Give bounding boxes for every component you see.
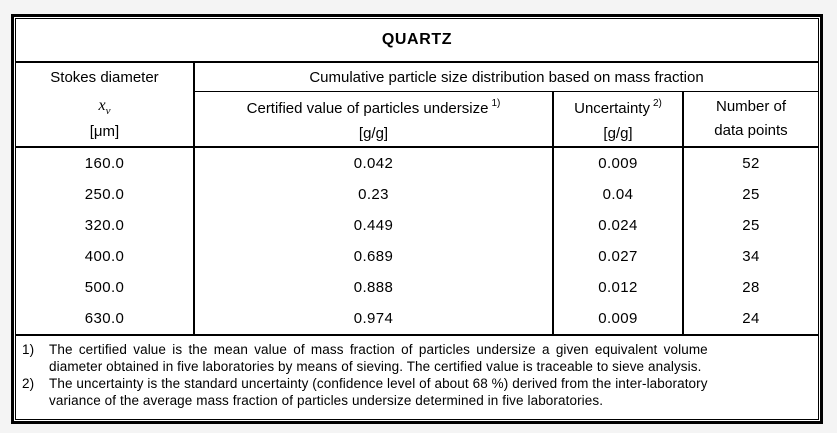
certified-value-text: Certified value of particles undersize bbox=[246, 100, 489, 117]
certified-value-header-cell: Certified value of particles undersize 1)… bbox=[195, 92, 554, 148]
uncertainty-label: Uncertainty 2) bbox=[574, 92, 662, 121]
footnote-ref-2: 2) bbox=[652, 98, 662, 109]
stokes-symbol: xv bbox=[98, 96, 111, 119]
cell-certified-value: 0.974 bbox=[195, 303, 554, 334]
cell-data-points: 52 bbox=[742, 155, 760, 172]
cell-certified-value: 0.888 bbox=[195, 272, 554, 303]
footnote-2-line-2: variance of the average mass fraction of… bbox=[49, 393, 604, 408]
cell-uncertainty: 0.024 bbox=[554, 210, 684, 241]
footnote-ref-1: 1) bbox=[491, 98, 501, 109]
cell-stokes-diameter: 250.0 bbox=[16, 179, 195, 210]
cell-data-points: 25 bbox=[742, 186, 760, 203]
stokes-diameter-header-cell: Stokes diameter xv [μm] bbox=[16, 63, 195, 148]
cell-data-points: 24 bbox=[742, 310, 760, 327]
stokes-symbol-block: xv [μm] bbox=[16, 92, 193, 146]
footnote-1-marker: 1) bbox=[22, 342, 35, 357]
cell-stokes-diameter: 320.0 bbox=[16, 210, 195, 241]
cell-uncertainty: 0.012 bbox=[554, 272, 684, 303]
cell-uncertainty: 0.04 bbox=[554, 179, 684, 210]
footnote-1: 1) The certified value is the mean value… bbox=[22, 341, 812, 375]
certified-value-unit: [g/g] bbox=[358, 125, 389, 142]
footnote-1-line-2: diameter obtained in five laboratories b… bbox=[49, 359, 702, 374]
cell-data-points: 28 bbox=[742, 279, 760, 296]
cell-certified-value: 0.449 bbox=[195, 210, 554, 241]
quartz-table-frame: QUARTZ Stokes diameter xv [μm] Cumulativ… bbox=[11, 14, 823, 424]
uncertainty-header-cell: Uncertainty 2) [g/g] bbox=[554, 92, 684, 148]
cell-uncertainty: 0.027 bbox=[554, 241, 684, 272]
cell-uncertainty: 0.009 bbox=[554, 303, 684, 334]
data-points-label-line2: data points bbox=[714, 122, 788, 139]
table-title: QUARTZ bbox=[16, 19, 818, 63]
stokes-unit: [μm] bbox=[89, 123, 120, 141]
symbol-subscript-v: v bbox=[105, 105, 111, 118]
cell-data-points: 25 bbox=[742, 217, 760, 234]
cell-certified-value: 0.23 bbox=[195, 179, 554, 210]
cell-stokes-diameter: 630.0 bbox=[16, 303, 195, 334]
uncertainty-text: Uncertainty bbox=[574, 100, 650, 117]
data-points-label-line1: Number of bbox=[715, 98, 787, 115]
cell-uncertainty: 0.009 bbox=[554, 148, 684, 179]
cell-stokes-diameter: 500.0 bbox=[16, 272, 195, 303]
footnotes-section: 1) The certified value is the mean value… bbox=[16, 334, 818, 419]
quartz-table: QUARTZ Stokes diameter xv [μm] Cumulativ… bbox=[16, 19, 818, 419]
cell-stokes-diameter: 160.0 bbox=[16, 148, 195, 179]
footnote-1-text: The certified value is the mean value of… bbox=[49, 341, 812, 375]
data-points-header-cell: Number of data points bbox=[684, 92, 818, 148]
cumulative-distribution-header: Cumulative particle size distribution ba… bbox=[195, 63, 818, 92]
quartz-table-inner-border: QUARTZ Stokes diameter xv [μm] Cumulativ… bbox=[15, 18, 819, 420]
footnote-1-line-1: The certified value is the mean value of… bbox=[49, 342, 708, 357]
cell-certified-value: 0.042 bbox=[195, 148, 554, 179]
stokes-diameter-label: Stokes diameter bbox=[50, 69, 159, 86]
cell-certified-value: 0.689 bbox=[195, 241, 554, 272]
footnote-2-text: The uncertainty is the standard uncertai… bbox=[49, 375, 812, 409]
symbol-x: x bbox=[98, 96, 106, 114]
cell-data-points: 34 bbox=[742, 248, 760, 265]
uncertainty-unit: [g/g] bbox=[603, 125, 633, 142]
certified-value-label: Certified value of particles undersize 1) bbox=[247, 92, 501, 121]
footnote-2-line-1: The uncertainty is the standard uncertai… bbox=[49, 376, 708, 391]
footnote-2-marker: 2) bbox=[22, 376, 35, 391]
cell-stokes-diameter: 400.0 bbox=[16, 241, 195, 272]
footnote-2: 2) The uncertainty is the standard uncer… bbox=[22, 375, 812, 409]
